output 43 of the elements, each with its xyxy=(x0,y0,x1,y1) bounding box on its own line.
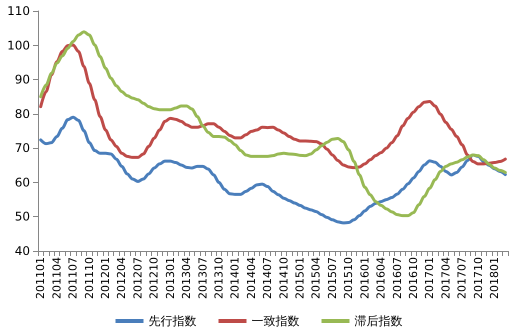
y-tick-label: 80 xyxy=(14,106,30,121)
line-series xyxy=(39,30,507,218)
x-tick-label: 201501 xyxy=(294,257,307,299)
x-tick-label: 201104 xyxy=(50,257,64,299)
x-tick-label: 201410 xyxy=(277,257,290,299)
x-tick-label: 201610 xyxy=(406,257,420,299)
x-tick-label: 201204 xyxy=(115,257,128,299)
x-tick-label: 201510 xyxy=(342,257,356,299)
x-tick-label: 201110 xyxy=(82,257,96,299)
legend-label: 滞后指数 xyxy=(354,314,402,328)
y-tick-label: 100 xyxy=(7,38,30,52)
y-tick-label: 110 xyxy=(7,4,30,18)
y-tick-label: 60 xyxy=(14,175,30,190)
x-tick-label: 201407 xyxy=(261,257,274,299)
x-tick-label: 201404 xyxy=(244,257,258,299)
x-tick-label: 201310 xyxy=(212,257,226,299)
x-tick-label: 201704 xyxy=(439,257,452,299)
x-tick-label: 201401 xyxy=(228,257,242,299)
line-series xyxy=(39,43,507,170)
y-tick-label: 70 xyxy=(14,141,30,156)
x-tick-label: 201107 xyxy=(66,257,80,299)
x-tick-label: 201307 xyxy=(196,257,210,299)
x-tick-label: 201801 xyxy=(488,257,501,299)
line-series xyxy=(39,116,507,224)
x-tick-label: 201101 xyxy=(34,257,48,299)
x-tick-label: 201207 xyxy=(131,257,144,299)
x-tick-label: 201504 xyxy=(310,257,323,299)
x-tick-label: 201301 xyxy=(164,257,177,299)
y-tick-label: 90 xyxy=(14,72,30,87)
x-tick-label: 201507 xyxy=(326,257,339,299)
x-tick-label: 201304 xyxy=(180,257,194,299)
legend-label: 一致指数 xyxy=(252,314,300,328)
x-tick-label: 201707 xyxy=(456,257,469,299)
x-tick-label: 201210 xyxy=(148,257,161,299)
x-tick-label: 201701 xyxy=(423,257,436,299)
x-tick-label: 201601 xyxy=(358,257,372,299)
legend-label: 先行指数 xyxy=(148,314,196,328)
y-tick-label: 50 xyxy=(14,210,30,224)
x-tick-label: 201201 xyxy=(99,257,112,299)
x-tick-label: 201710 xyxy=(472,257,485,299)
x-tick-label: 201607 xyxy=(390,257,404,299)
x-tick-label: 201604 xyxy=(374,257,388,299)
y-tick-label: 40 xyxy=(14,244,30,258)
